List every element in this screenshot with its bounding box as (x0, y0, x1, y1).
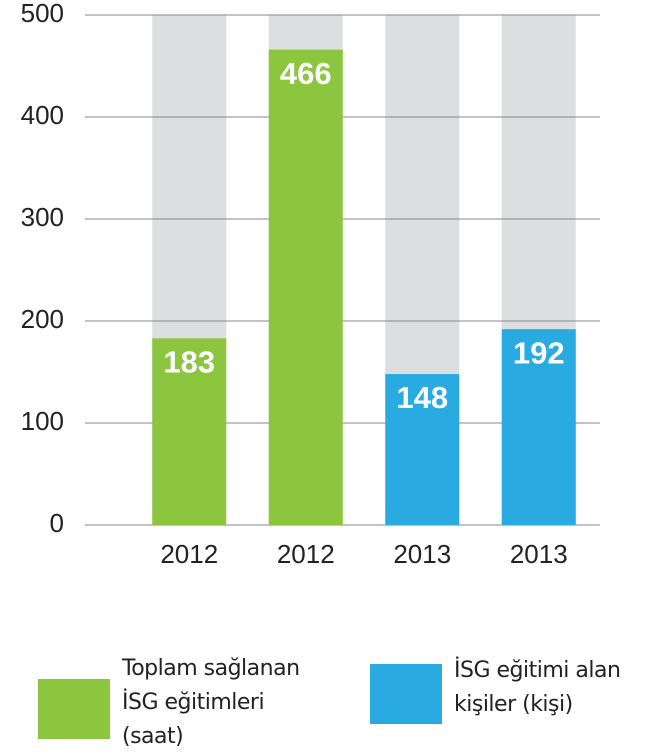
y-tick-label: 200 (21, 304, 64, 334)
x-tick-label: 2013 (393, 539, 451, 569)
value-label: 466 (280, 56, 332, 91)
y-tick-label: 500 (21, 0, 64, 28)
bar (385, 374, 460, 525)
x-tick-label: 2012 (160, 539, 218, 569)
y-tick-label: 400 (21, 100, 64, 130)
bar (152, 338, 227, 525)
value-label: 192 (513, 335, 565, 370)
value-label: 148 (396, 380, 448, 415)
y-tick-label: 300 (21, 202, 64, 232)
bar (268, 49, 343, 526)
legend-item: İSG eğitimi alan kişiler (kişi) (370, 652, 644, 724)
legend-item: Toplam sağlanan İSG eğitimleri (saat) (38, 652, 312, 754)
y-tick-label: 100 (21, 406, 64, 436)
chart: 0 100 200 300 400 500 2012 183 2012 466 2013 148 201… (21, 0, 600, 569)
x-tick-label: 2013 (510, 539, 568, 569)
x-tick-label: 2012 (277, 539, 335, 569)
bar (501, 329, 576, 525)
legend-swatch (370, 664, 442, 724)
legend-swatch (38, 679, 110, 739)
value-label: 183 (163, 345, 215, 380)
legend-label: İSG eğitimi alan kişiler (kişi) (454, 658, 621, 717)
y-tick-label: 0 (50, 508, 64, 538)
page: 0 100 200 300 400 500 2012 183 2012 466 2013 148 201… (20, 0, 644, 749)
legend-label: Toplam sağlanan İSG eğitimleri (saat) (122, 656, 300, 749)
